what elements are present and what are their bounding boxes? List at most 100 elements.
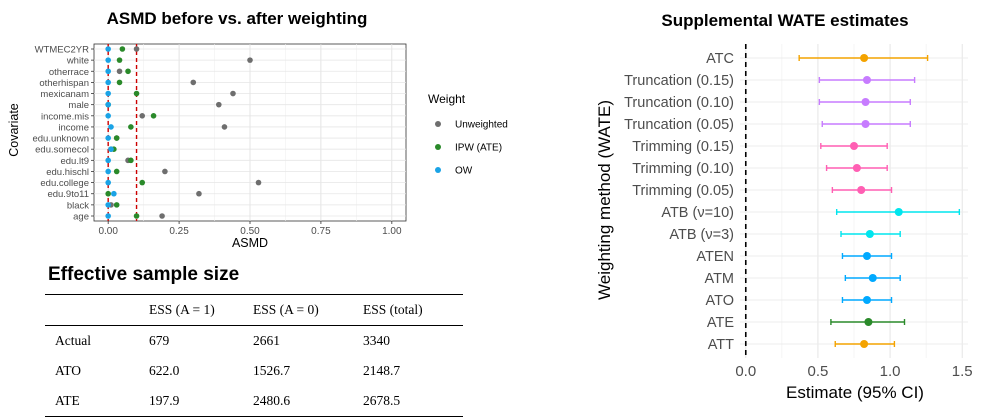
wate-y-tick-label: Trimming (0.15) xyxy=(632,139,734,155)
asmd-point xyxy=(125,68,131,75)
asmd-y-tick-label: white xyxy=(66,56,89,67)
ess-table: ESS (A = 1) ESS (A = 0) ESS (total) Actu… xyxy=(45,294,463,417)
ess-row-label: Actual xyxy=(55,333,91,348)
asmd-point xyxy=(190,79,197,86)
wate-y-tick-label: ATM xyxy=(704,271,734,287)
ess-header-row: ESS (A = 1) ESS (A = 0) ESS (total) xyxy=(45,294,463,326)
asmd-y-tick-label: edu.9to11 xyxy=(47,189,89,200)
wate-point xyxy=(865,230,874,238)
asmd-point xyxy=(105,168,111,175)
wate-y-tick-label: Trimming (0.10) xyxy=(632,161,734,177)
asmd-y-tick-label: age xyxy=(73,212,89,223)
asmd-legend: Unweighted IPW (ATE) OW xyxy=(435,120,508,177)
asmd-point xyxy=(133,213,140,219)
asmd-x-tick-label: 0.25 xyxy=(169,226,189,237)
ess-cell: 679 xyxy=(149,333,170,348)
wate-chart: Supplemental WATE estimates Weighting me… xyxy=(595,11,973,402)
wate-point xyxy=(850,142,858,150)
ess-header-cell: ESS (A = 1) xyxy=(149,302,215,317)
wate-title: Supplemental WATE estimates xyxy=(661,11,908,30)
asmd-point xyxy=(116,79,123,86)
asmd-y-tick-label: black xyxy=(67,200,89,211)
wate-point xyxy=(868,274,877,282)
asmd-title: ASMD before vs. after weighting xyxy=(107,9,368,28)
asmd-point xyxy=(105,213,111,219)
wate-x-tick-label: 1.5 xyxy=(952,363,973,380)
asmd-legend-swatch xyxy=(435,144,441,150)
wate-point xyxy=(894,208,903,216)
asmd-point xyxy=(105,202,111,208)
asmd-y-tick-label: income xyxy=(58,122,89,133)
wate-y-axis-label: Weighting method (WATE) xyxy=(595,100,614,300)
asmd-y-tick-label: edu.college xyxy=(40,178,89,189)
wate-point xyxy=(857,186,866,194)
ess-cell: 2148.7 xyxy=(363,363,401,378)
asmd-point xyxy=(128,157,134,164)
asmd-y-tick-label: edu.hischl xyxy=(46,167,89,178)
asmd-point xyxy=(113,168,120,175)
table-row: Actual 679 2661 3340 xyxy=(45,326,463,357)
asmd-point xyxy=(255,179,262,186)
wate-x-tick-label: 0.5 xyxy=(807,363,828,380)
ess-section: Effective sample size ESS (A = 1) ESS (A… xyxy=(45,262,465,417)
asmd-point xyxy=(105,57,111,63)
asmd-y-tick-label: income.mis xyxy=(41,111,89,122)
asmd-x-tick-label: 1.00 xyxy=(382,226,402,237)
asmd-point xyxy=(105,190,111,197)
wate-point xyxy=(852,164,861,172)
ess-cell: 2480.6 xyxy=(253,393,291,408)
asmd-legend-label: Unweighted xyxy=(455,120,508,131)
asmd-point xyxy=(162,168,168,175)
ess-cell: 2678.5 xyxy=(363,393,401,408)
asmd-point xyxy=(139,179,146,186)
asmd-point xyxy=(105,68,111,75)
asmd-y-tick-label: male xyxy=(68,100,89,111)
ess-cell: 3340 xyxy=(363,333,390,348)
ess-row-label: ATO xyxy=(55,363,82,378)
wate-y-tick-label: ATC xyxy=(706,51,734,67)
asmd-point xyxy=(105,90,111,97)
asmd-legend-swatch xyxy=(435,167,441,173)
asmd-y-tick-label: otherrace xyxy=(49,67,89,78)
asmd-y-tick-label: edu.unknown xyxy=(32,134,89,145)
asmd-point xyxy=(221,124,228,130)
asmd-point xyxy=(133,90,140,97)
asmd-point xyxy=(113,202,120,208)
asmd-point xyxy=(108,124,114,130)
asmd-y-axis-label: Covariate xyxy=(7,103,21,157)
table-row: ATE 197.9 2480.6 2678.5 xyxy=(45,386,463,417)
wate-point xyxy=(864,318,873,326)
asmd-point xyxy=(133,46,140,52)
asmd-legend-title: Weight xyxy=(428,92,466,106)
wate-y-tick-label: ATE xyxy=(707,315,734,331)
wate-y-tick-label: ATEN xyxy=(696,249,734,265)
asmd-point xyxy=(105,101,111,108)
asmd-y-tick-label: mexicanam xyxy=(40,89,89,100)
wate-point xyxy=(861,120,870,128)
wate-y-tick-label: Truncation (0.05) xyxy=(624,117,734,133)
asmd-point xyxy=(105,157,111,164)
asmd-y-tick-label: WTMEC2YR xyxy=(35,45,90,56)
ess-cell: 1526.7 xyxy=(253,363,291,378)
asmd-y-tick-label: edu.lt9 xyxy=(60,156,89,167)
ess-header-cell: ESS (A = 0) xyxy=(253,302,319,317)
asmd-legend-swatch xyxy=(435,121,441,127)
asmd-point xyxy=(111,190,117,197)
wate-point xyxy=(860,340,869,348)
wate-plot-area: 0.0 0.5 1.0 1.5 ATC Truncation (0.15) Truncati… xyxy=(624,44,973,380)
wate-y-tick-label: ATB (ν=10) xyxy=(661,205,734,221)
ess-cell: 2661 xyxy=(253,333,280,348)
asmd-point xyxy=(108,146,114,152)
wate-point xyxy=(860,54,869,62)
asmd-y-tick-label: edu.somecol xyxy=(35,145,89,156)
ess-row-label: ATE xyxy=(55,393,80,408)
asmd-point xyxy=(116,68,123,75)
asmd-point xyxy=(105,113,111,119)
wate-point xyxy=(862,296,871,304)
asmd-chart: ASMD before vs. after weighting Covariat… xyxy=(7,9,508,250)
wate-y-tick-label: Truncation (0.10) xyxy=(624,95,734,111)
asmd-legend-label: OW xyxy=(455,166,473,177)
asmd-point xyxy=(139,113,146,119)
wate-y-tick-label: ATO xyxy=(706,293,734,309)
asmd-point xyxy=(247,57,253,63)
